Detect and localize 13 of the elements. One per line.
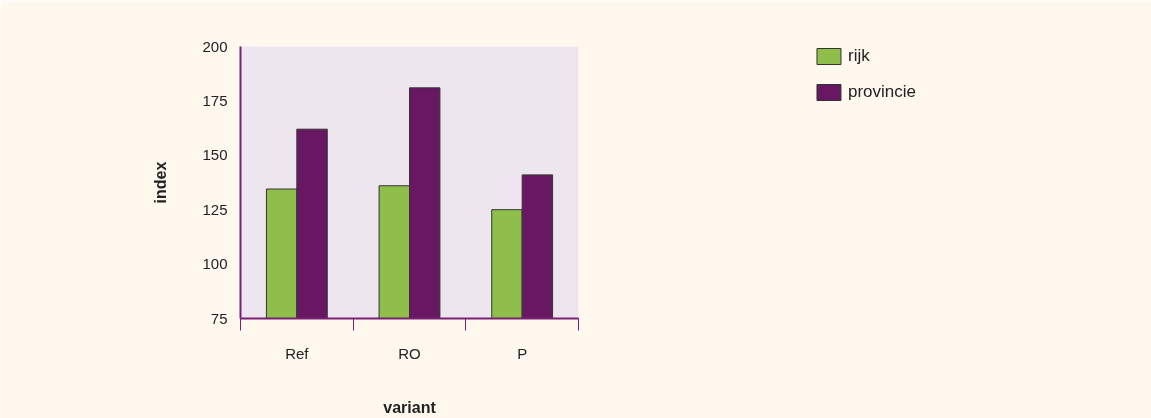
y-tick-label: 150 <box>202 146 228 164</box>
y-axis-title: index <box>152 161 170 204</box>
legend-label: rijk <box>847 46 870 66</box>
x-tick-label: P <box>517 344 528 362</box>
y-tick-label: 175 <box>202 91 228 109</box>
x-tick-label: RO <box>398 344 421 362</box>
y-tick-label: 125 <box>202 200 228 218</box>
x-axis-title: variant <box>383 398 437 416</box>
y-tick-label: 75 <box>210 309 228 327</box>
y-tick-label: 200 <box>202 37 228 55</box>
legend-label: provincie <box>847 82 917 102</box>
x-tick-label: Ref <box>285 344 310 362</box>
y-tick-label: 100 <box>202 255 228 273</box>
